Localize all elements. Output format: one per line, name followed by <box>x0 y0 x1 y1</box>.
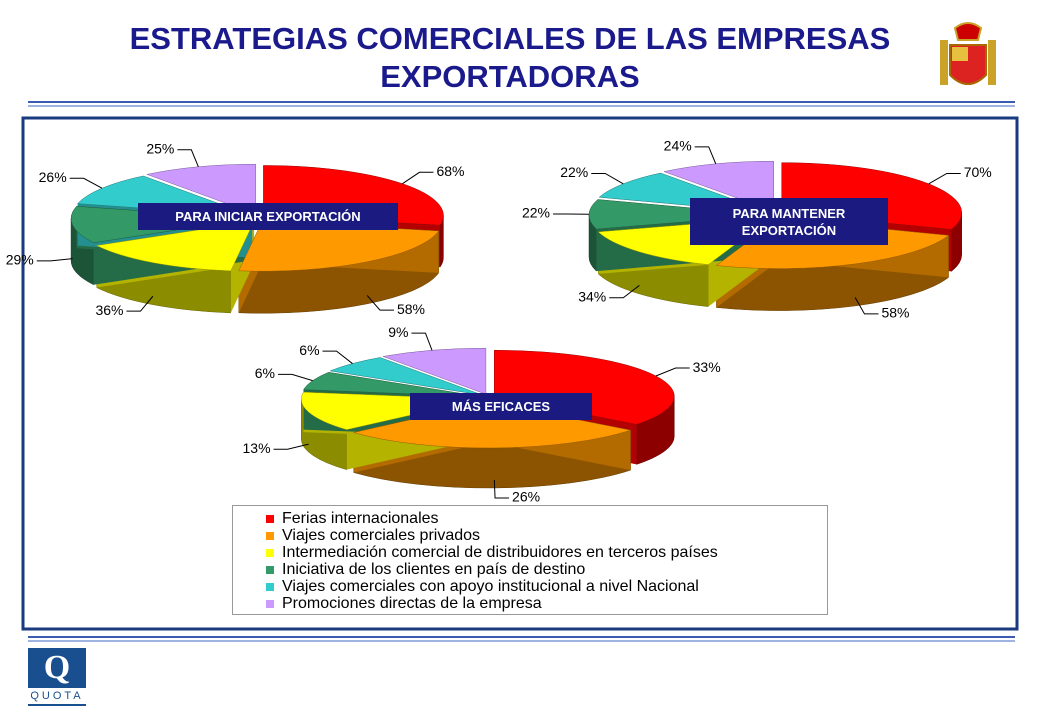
legend-item: Ferias internacionales <box>266 510 827 527</box>
pie-labels: 70% 58% 34% 22% 22% 24% <box>522 138 992 321</box>
leader-line <box>854 297 879 315</box>
slice <box>95 220 255 272</box>
leader-line <box>493 479 510 499</box>
legend-label: Intermediación comercial de distribuidor… <box>282 543 718 561</box>
leader-line <box>126 295 154 312</box>
value-label: 26% <box>39 169 67 185</box>
slice <box>146 163 257 215</box>
leader-line <box>36 258 73 262</box>
legend-label: Promociones directas de la empresa <box>282 594 542 612</box>
pie-title: PARA MANTENER EXPORTACIÓN <box>690 198 888 245</box>
leader-line <box>278 373 313 382</box>
pie-labels: 33% 26% 13% 6% 6% 9% <box>243 324 721 505</box>
legend-label: Ferias internacionales <box>282 509 439 527</box>
slice <box>353 401 632 449</box>
leader-line <box>322 350 353 364</box>
leader-line <box>591 172 624 185</box>
legend-label: Iniciativa de los clientes en país de de… <box>282 560 586 578</box>
leader-line <box>402 171 434 185</box>
leader-line <box>177 149 199 168</box>
leader-line <box>928 172 961 185</box>
value-label: 6% <box>255 365 275 381</box>
legend-label: Viajes comerciales privados <box>282 526 481 544</box>
leader-line <box>411 332 433 351</box>
coat-of-arms <box>940 22 996 85</box>
legend-swatch <box>266 565 274 574</box>
legend-item: Iniciativa de los clientes en país de de… <box>266 561 827 578</box>
legend-swatch <box>266 531 274 540</box>
value-label: 13% <box>243 440 271 456</box>
leader-line <box>69 177 103 189</box>
frame <box>21 116 1019 631</box>
value-label: 36% <box>95 302 123 318</box>
legend-swatch <box>266 514 274 523</box>
legend-label: Viajes comerciales con apoyo institucion… <box>282 577 699 595</box>
legend-item: Intermediación comercial de distribuidor… <box>266 544 827 561</box>
value-label: 9% <box>388 324 408 340</box>
value-label: 24% <box>664 138 692 154</box>
leader-line <box>366 295 394 311</box>
leader-line <box>655 367 690 377</box>
legend-swatch <box>266 548 274 557</box>
legend-item: Viajes comerciales privados <box>266 527 827 544</box>
legend: Ferias internacionales Viajes comerciales… <box>232 505 828 615</box>
slice <box>329 357 484 396</box>
legend-swatch <box>266 599 274 608</box>
value-label: 58% <box>881 305 909 321</box>
legend-item: Promociones directas de la empresa <box>266 595 827 612</box>
value-label: 25% <box>146 140 174 156</box>
slice <box>303 372 482 397</box>
logo-letter: Q <box>43 649 71 686</box>
pie-title: PARA INICIAR EXPORTACIÓN <box>138 203 398 230</box>
leader-line <box>273 443 309 450</box>
logo-name: QUOTA <box>28 688 86 704</box>
value-label: 33% <box>693 359 721 375</box>
leader-line <box>609 285 640 299</box>
value-label: 22% <box>560 164 588 180</box>
value-label: 58% <box>397 301 425 317</box>
value-label: 29% <box>6 252 34 268</box>
value-label: 6% <box>299 342 319 358</box>
pie-title: MÁS EFICACES <box>410 393 592 420</box>
page-title: ESTRATEGIAS COMERCIALES DE LAS EMPRESAS … <box>129 21 891 94</box>
value-label: 22% <box>522 205 550 221</box>
slice <box>238 220 440 272</box>
leader-line <box>694 146 717 165</box>
value-label: 68% <box>436 163 464 179</box>
value-label: 34% <box>578 288 606 304</box>
value-label: 70% <box>964 164 992 180</box>
pie-labels: 68% 58% 36% 29% 26% 25% <box>6 140 465 317</box>
legend-item: Viajes comerciales con apoyo institucion… <box>266 578 827 595</box>
legend-swatch <box>266 582 274 591</box>
logo: Q QUOTA <box>28 648 86 706</box>
value-label: 26% <box>512 489 540 505</box>
